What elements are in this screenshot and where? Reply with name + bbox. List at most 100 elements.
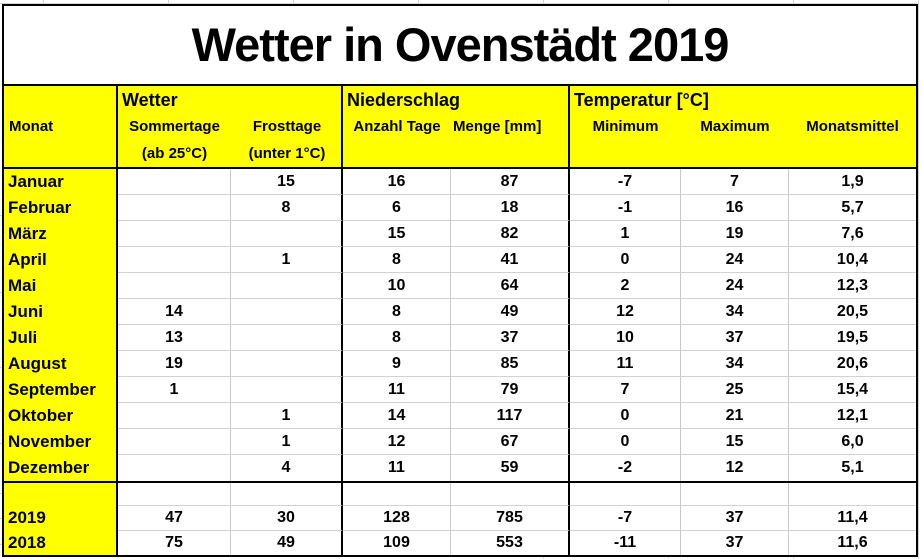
cell-mittel[interactable]: 12,3 bbox=[789, 273, 916, 299]
cell-anzahl-tage[interactable]: 11 bbox=[343, 455, 451, 481]
cell-sommertage[interactable] bbox=[118, 195, 231, 221]
cell-frosttage[interactable] bbox=[231, 221, 343, 247]
cell-monat[interactable]: November bbox=[4, 429, 118, 455]
cell-sommertage[interactable]: 19 bbox=[118, 351, 231, 377]
cell-frosttage[interactable]: 15 bbox=[231, 169, 343, 195]
cell-max[interactable]: 34 bbox=[681, 299, 789, 325]
cell-sommertage[interactable] bbox=[118, 403, 231, 429]
cell-mittel[interactable]: 10,4 bbox=[789, 247, 916, 273]
cell-mittel[interactable] bbox=[789, 483, 916, 506]
cell-menge[interactable]: 49 bbox=[451, 299, 570, 325]
cell-monat[interactable]: Dezember bbox=[4, 455, 118, 481]
cell-max[interactable]: 19 bbox=[681, 221, 789, 247]
cell-mittel[interactable]: 20,5 bbox=[789, 299, 916, 325]
cell-anzahl-tage[interactable] bbox=[343, 483, 451, 506]
cell-monat[interactable]: Juli bbox=[4, 325, 118, 351]
cell-max[interactable]: 15 bbox=[681, 429, 789, 455]
cell-mittel[interactable]: 7,6 bbox=[789, 221, 916, 247]
cell-sommertage[interactable] bbox=[118, 247, 231, 273]
cell-sommertage[interactable] bbox=[118, 221, 231, 247]
cell-menge[interactable]: 87 bbox=[451, 169, 570, 195]
cell-menge[interactable]: 85 bbox=[451, 351, 570, 377]
cell-max[interactable]: 25 bbox=[681, 377, 789, 403]
cell-anzahl-tage[interactable]: 14 bbox=[343, 403, 451, 429]
cell-min[interactable]: -11 bbox=[570, 531, 681, 555]
cell-min[interactable]: 10 bbox=[570, 325, 681, 351]
cell-max[interactable]: 37 bbox=[681, 325, 789, 351]
cell-anzahl-tage[interactable]: 16 bbox=[343, 169, 451, 195]
cell-min[interactable]: 11 bbox=[570, 351, 681, 377]
cell-frosttage[interactable] bbox=[231, 483, 343, 506]
cell-monat[interactable] bbox=[4, 483, 118, 506]
cell-monat[interactable]: Oktober bbox=[4, 403, 118, 429]
cell-frosttage[interactable]: 1 bbox=[231, 403, 343, 429]
cell-anzahl-tage[interactable]: 109 bbox=[343, 531, 451, 555]
cell-frosttage[interactable]: 4 bbox=[231, 455, 343, 481]
cell-max[interactable]: 21 bbox=[681, 403, 789, 429]
cell-min[interactable]: 2 bbox=[570, 273, 681, 299]
cell-sommertage[interactable] bbox=[118, 169, 231, 195]
cell-mittel[interactable]: 1,9 bbox=[789, 169, 916, 195]
header-group-niederschlag[interactable]: Niederschlag Anzahl Tage Menge [mm] bbox=[343, 86, 570, 167]
cell-min[interactable]: -7 bbox=[570, 169, 681, 195]
cell-frosttage[interactable]: 8 bbox=[231, 195, 343, 221]
cell-frosttage[interactable]: 30 bbox=[231, 506, 343, 531]
cell-mittel[interactable]: 6,0 bbox=[789, 429, 916, 455]
cell-min[interactable]: 0 bbox=[570, 403, 681, 429]
cell-max[interactable] bbox=[681, 483, 789, 506]
cell-frosttage[interactable]: 1 bbox=[231, 247, 343, 273]
cell-mittel[interactable]: 11,6 bbox=[789, 531, 916, 555]
cell-min[interactable]: 12 bbox=[570, 299, 681, 325]
cell-anzahl-tage[interactable]: 9 bbox=[343, 351, 451, 377]
cell-monat[interactable]: Juni bbox=[4, 299, 118, 325]
cell-min[interactable]: 0 bbox=[570, 247, 681, 273]
cell-anzahl-tage[interactable]: 15 bbox=[343, 221, 451, 247]
cell-monat[interactable]: April bbox=[4, 247, 118, 273]
cell-monat[interactable]: 2018 bbox=[4, 531, 118, 555]
cell-min[interactable]: 1 bbox=[570, 221, 681, 247]
cell-frosttage[interactable] bbox=[231, 325, 343, 351]
header-group-temperatur[interactable]: Temperatur [°C] Minimum Maximum Monatsmi… bbox=[570, 86, 916, 167]
cell-frosttage[interactable] bbox=[231, 273, 343, 299]
cell-sommertage[interactable] bbox=[118, 455, 231, 481]
cell-mittel[interactable]: 5,7 bbox=[789, 195, 916, 221]
cell-anzahl-tage[interactable]: 8 bbox=[343, 325, 451, 351]
cell-frosttage[interactable] bbox=[231, 377, 343, 403]
cell-menge[interactable]: 79 bbox=[451, 377, 570, 403]
cell-mittel[interactable]: 15,4 bbox=[789, 377, 916, 403]
cell-min[interactable]: -1 bbox=[570, 195, 681, 221]
header-monat-cell[interactable]: Monat bbox=[4, 86, 118, 167]
cell-menge[interactable]: 117 bbox=[451, 403, 570, 429]
cell-sommertage[interactable]: 14 bbox=[118, 299, 231, 325]
cell-max[interactable]: 24 bbox=[681, 247, 789, 273]
cell-monat[interactable]: September bbox=[4, 377, 118, 403]
cell-min[interactable]: -2 bbox=[570, 455, 681, 481]
cell-monat[interactable]: Februar bbox=[4, 195, 118, 221]
cell-max[interactable]: 12 bbox=[681, 455, 789, 481]
cell-anzahl-tage[interactable]: 128 bbox=[343, 506, 451, 531]
cell-sommertage[interactable] bbox=[118, 483, 231, 506]
cell-menge[interactable]: 37 bbox=[451, 325, 570, 351]
cell-anzahl-tage[interactable]: 6 bbox=[343, 195, 451, 221]
cell-monat[interactable]: August bbox=[4, 351, 118, 377]
cell-min[interactable]: -7 bbox=[570, 506, 681, 531]
cell-sommertage[interactable] bbox=[118, 429, 231, 455]
cell-menge[interactable]: 18 bbox=[451, 195, 570, 221]
cell-frosttage[interactable]: 49 bbox=[231, 531, 343, 555]
cell-menge[interactable]: 82 bbox=[451, 221, 570, 247]
cell-menge[interactable] bbox=[451, 483, 570, 506]
cell-sommertage[interactable]: 13 bbox=[118, 325, 231, 351]
cell-mittel[interactable]: 19,5 bbox=[789, 325, 916, 351]
cell-mittel[interactable]: 5,1 bbox=[789, 455, 916, 481]
cell-max[interactable]: 34 bbox=[681, 351, 789, 377]
cell-anzahl-tage[interactable]: 10 bbox=[343, 273, 451, 299]
header-group-wetter[interactable]: Wetter Sommertage Frosttage (ab 25°C) (u… bbox=[118, 86, 343, 167]
cell-menge[interactable]: 41 bbox=[451, 247, 570, 273]
cell-max[interactable]: 37 bbox=[681, 531, 789, 555]
cell-frosttage[interactable]: 1 bbox=[231, 429, 343, 455]
cell-menge[interactable]: 785 bbox=[451, 506, 570, 531]
cell-min[interactable] bbox=[570, 483, 681, 506]
cell-anzahl-tage[interactable]: 8 bbox=[343, 299, 451, 325]
cell-anzahl-tage[interactable]: 8 bbox=[343, 247, 451, 273]
cell-menge[interactable]: 59 bbox=[451, 455, 570, 481]
